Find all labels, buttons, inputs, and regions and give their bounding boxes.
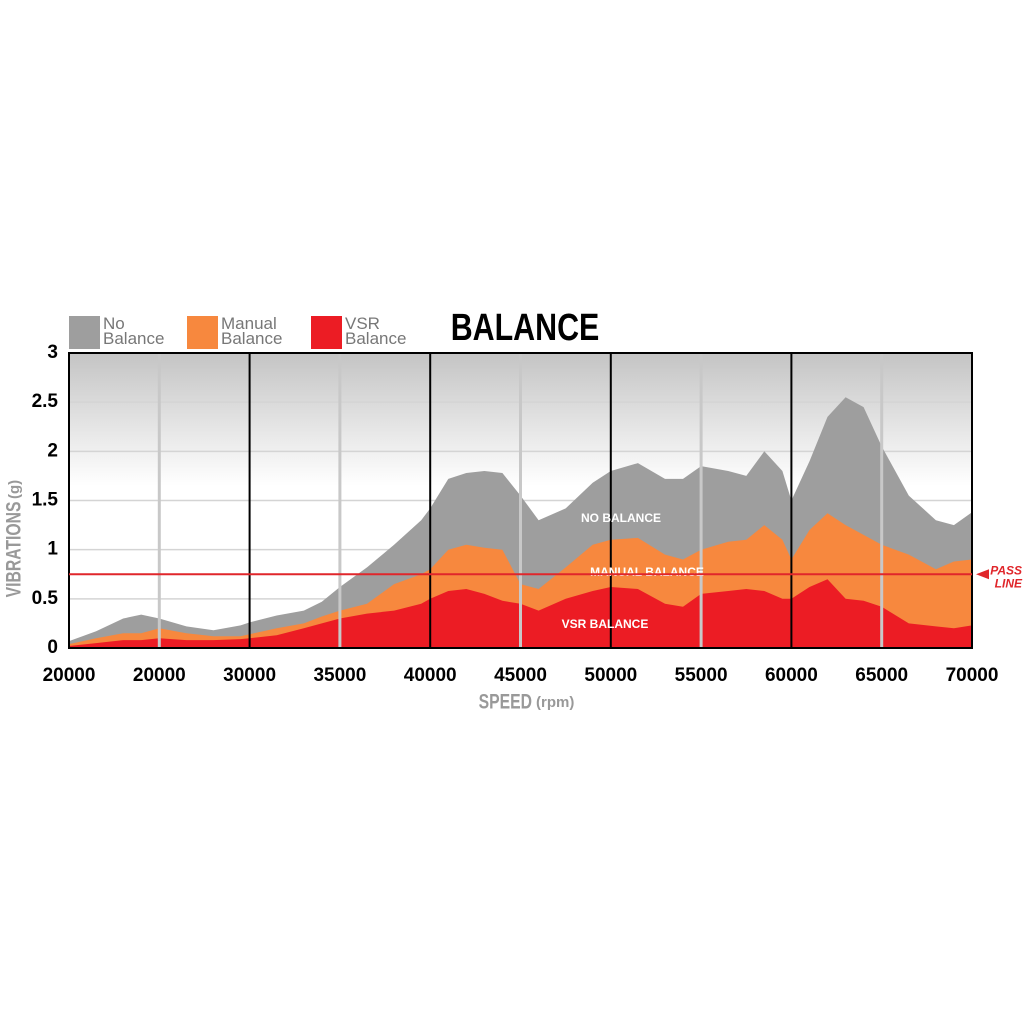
x-tick-label: 40000 [404,665,457,686]
legend-label: No Balance [103,314,165,348]
area-label: NO BALANCE [581,511,661,525]
pass-line-label: LINE [995,576,1023,590]
y-tick-label: 3 [47,342,58,363]
y-tick-label: 2.5 [32,391,59,412]
y-tick-label: 2 [47,440,58,461]
x-axis-title: SPEED [479,689,532,713]
x-tick-label: 70000 [946,665,999,686]
area-label: MANUAL BALANCE [590,565,704,579]
y-axis-title: VIBRATIONS [1,502,25,598]
legend-item: VSR Balance [311,314,415,349]
legend-label: VSR Balance [345,314,407,348]
legend-swatch [311,316,342,349]
legend-item: No Balance [69,314,173,349]
y-tick-label: 1 [47,539,58,560]
x-tick-label: 20000 [133,665,186,686]
y-tick-label: 0.5 [32,588,59,609]
pass-line-label: PASS [990,563,1022,577]
x-tick-label: 50000 [584,665,637,686]
x-tick-label: 65000 [855,665,908,686]
x-axis-unit: (rpm) [536,694,574,711]
legend-swatch [187,316,218,349]
x-tick-label: 45000 [494,665,547,686]
pass-arrow [976,569,989,580]
legend-swatch [69,316,100,349]
area-label: VSR BALANCE [562,617,649,631]
x-tick-label: 30000 [223,665,276,686]
legend-item: Manual Balance [187,314,291,349]
overlay: NO BALANCE MANUAL BALANCE VSR BALANCE PASSL… [68,352,1023,649]
x-tick-label: 35000 [313,665,366,686]
legend-label: Manual Balance [221,314,283,348]
x-tick-label: 55000 [675,665,728,686]
chart-title: BALANCE [451,307,600,349]
plot-frame [68,352,973,649]
y-tick-label: 0 [47,637,58,658]
y-tick-label: 1.5 [32,490,59,511]
y-axis-unit: (g) [6,480,23,499]
x-tick-label: 20000 [43,665,96,686]
x-tick-label: 60000 [765,665,818,686]
